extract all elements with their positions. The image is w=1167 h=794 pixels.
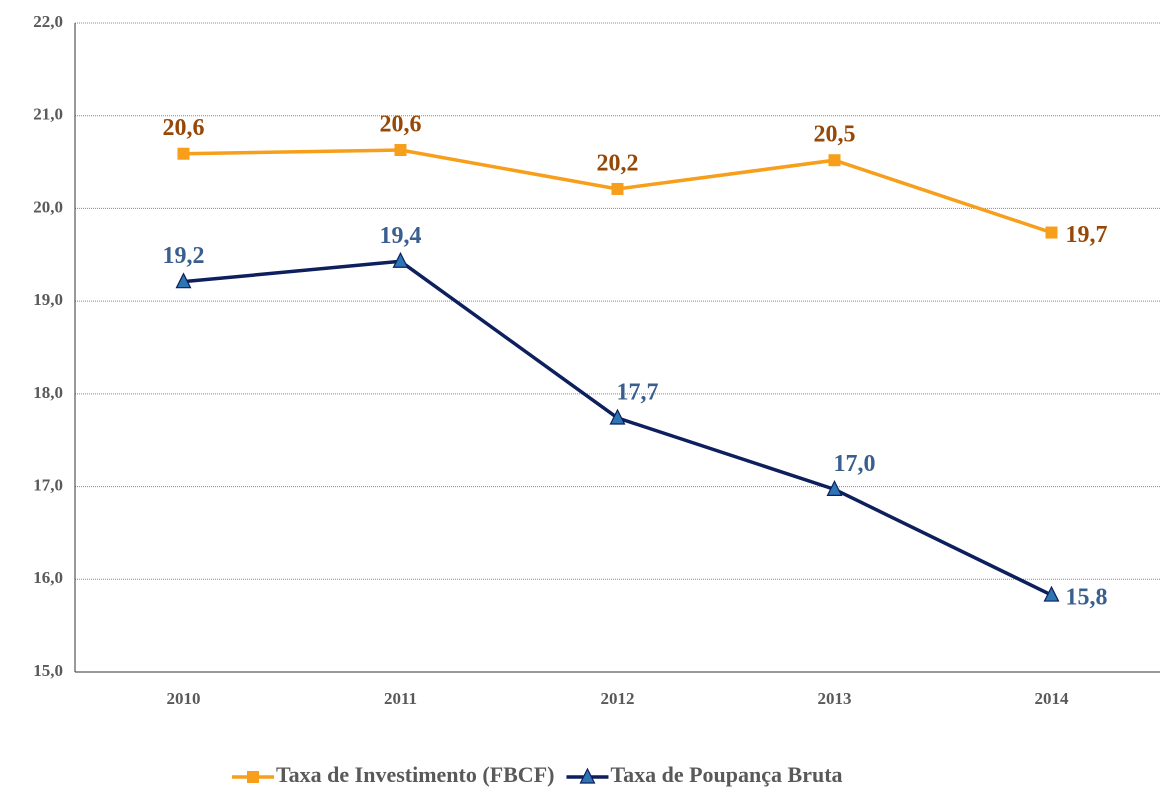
legend-label: Taxa de Poupança Bruta: [610, 762, 842, 787]
y-tick-label: 21,0: [33, 105, 63, 124]
data-label: 19,4: [380, 223, 422, 249]
marker: [177, 147, 190, 160]
x-tick-label: 2014: [1035, 689, 1070, 708]
marker: [394, 144, 407, 157]
y-tick-label: 18,0: [33, 383, 63, 402]
data-label: 20,6: [380, 112, 422, 138]
x-tick-label: 2012: [601, 689, 635, 708]
x-tick-label: 2011: [384, 689, 417, 708]
y-tick-label: 22,0: [33, 12, 63, 31]
data-label: 19,7: [1066, 222, 1108, 248]
y-tick-label: 17,0: [33, 475, 63, 494]
data-label: 15,8: [1066, 585, 1108, 611]
x-tick-label: 2010: [167, 689, 201, 708]
marker: [175, 272, 192, 289]
marker: [1045, 226, 1058, 239]
marker: [611, 182, 624, 195]
data-label: 20,2: [597, 150, 639, 176]
data-label: 19,2: [163, 243, 205, 269]
marker: [828, 154, 841, 167]
marker: [247, 771, 259, 783]
y-tick-label: 16,0: [33, 568, 63, 587]
marker: [826, 480, 843, 496]
y-tick-label: 19,0: [33, 290, 63, 309]
series-line: [183, 259, 1053, 597]
data-label: 20,5: [814, 122, 856, 148]
marker: [579, 767, 596, 784]
marker: [1043, 585, 1060, 602]
marker: [392, 251, 409, 268]
x-tick-label: 2013: [818, 689, 852, 708]
legend-label: Taxa de Investimento (FBCF): [276, 762, 554, 787]
data-label: 20,6: [163, 115, 205, 141]
marker: [609, 408, 626, 425]
data-label: 17,0: [834, 451, 876, 477]
y-tick-label: 20,0: [33, 197, 63, 216]
y-tick-label: 15,0: [33, 661, 63, 680]
data-label: 17,7: [617, 379, 659, 405]
